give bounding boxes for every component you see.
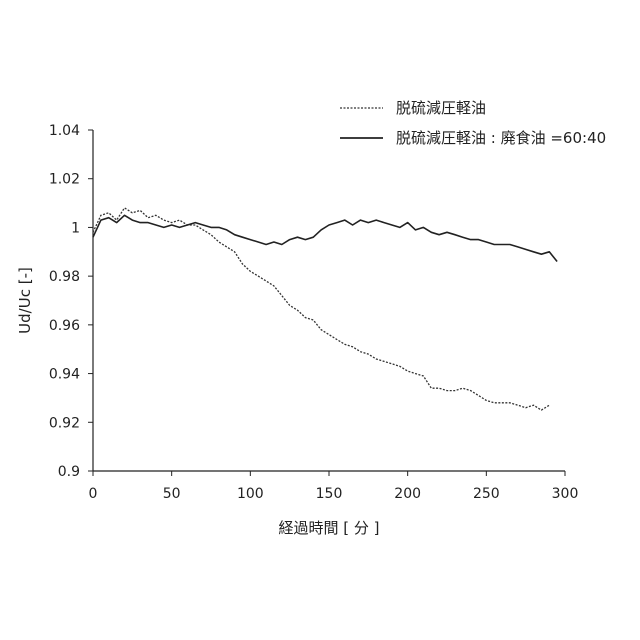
- y-tick-label: 1: [71, 220, 80, 236]
- x-tick-label: 0: [89, 486, 98, 502]
- legend-label-series-2: 脱硫減圧軽油 : 廃食油 =60:40: [396, 129, 606, 147]
- ticks: [88, 130, 565, 476]
- y-tick-label: 1.04: [49, 123, 80, 139]
- y-tick-label: 0.94: [49, 367, 80, 383]
- x-axis-title: 経過時間 [ 分 ]: [278, 519, 379, 537]
- y-tick-label: 0.96: [49, 318, 80, 334]
- x-tick-label: 50: [163, 486, 181, 502]
- y-tick-label: 1.02: [49, 172, 80, 188]
- y-tick-label: 0.92: [49, 415, 80, 431]
- y-tick-label: 0.98: [49, 269, 80, 285]
- x-tick-label: 200: [394, 486, 421, 502]
- series-line-1: [93, 208, 549, 410]
- legend: 脱硫減圧軽油 脱硫減圧軽油 : 廃食油 =60:40: [340, 99, 606, 147]
- series-line-2: [93, 215, 557, 261]
- legend-label-series-1: 脱硫減圧軽油: [396, 99, 486, 117]
- series-lines: [93, 208, 557, 410]
- x-tick-label: 250: [473, 486, 500, 502]
- y-axis-title: Ud/Uc [-]: [16, 267, 34, 334]
- x-tick-label: 100: [237, 486, 264, 502]
- y-tick-label: 0.9: [58, 464, 80, 480]
- x-tick-label: 300: [552, 486, 579, 502]
- tick-labels: 0.9 0.92 0.94 0.96 0.98 1 1.02 1.04 0 50 100 150 200…: [49, 123, 579, 502]
- x-tick-label: 150: [316, 486, 343, 502]
- axes: [93, 130, 565, 471]
